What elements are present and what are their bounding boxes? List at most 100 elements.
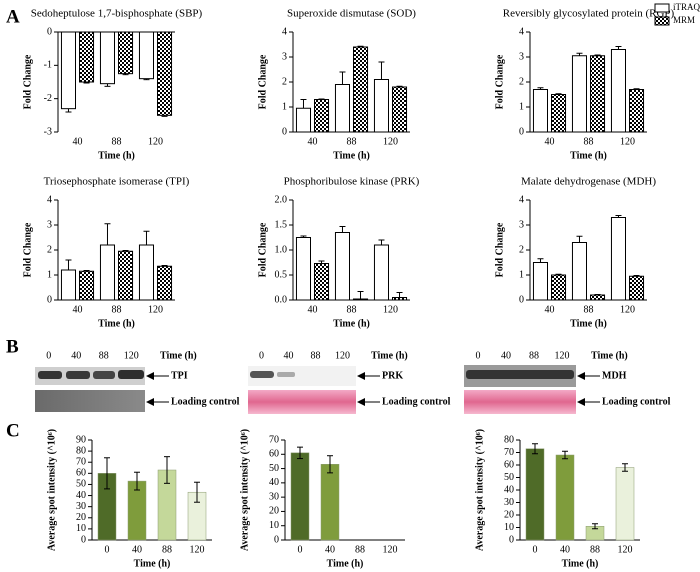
y-axis-label: Average spot intensity (^10⁶): [46, 429, 57, 551]
x-tick-label: 0: [105, 544, 110, 555]
bar: [615, 467, 635, 541]
chart-title: Phosphoribulose kinase (PRK): [284, 176, 420, 188]
x-tick-label: 40: [132, 544, 142, 555]
legend-label: MRM: [673, 15, 695, 25]
y-tick-label: 0: [509, 534, 514, 545]
legend-label: iTRAQ: [673, 2, 700, 12]
x-tick-label: 40: [73, 304, 83, 315]
bar: [392, 86, 408, 133]
bar: [60, 31, 76, 110]
bar: [392, 297, 408, 301]
bar: [629, 275, 645, 301]
y-tick-label: 3: [519, 219, 524, 230]
x-tick-label: 88: [584, 136, 594, 147]
bar: [571, 55, 588, 133]
lane-label: 88: [311, 350, 321, 361]
x-tick-label: 0: [298, 544, 303, 555]
y-tick-label: 60: [269, 449, 279, 460]
x-tick-label: 88: [590, 544, 600, 555]
x-tick-label: 40: [545, 136, 555, 147]
y-tick-label: 30: [504, 497, 514, 508]
y-tick-label: 50: [76, 479, 86, 490]
bar: [138, 31, 155, 80]
y-tick-label: 4: [47, 194, 52, 205]
y-tick-label: 0: [519, 126, 524, 137]
y-tick-label: 2: [519, 244, 524, 255]
chart-title: Reversibly glycosylated protein (RGP): [503, 8, 675, 20]
bar: [629, 89, 645, 133]
bar: [99, 31, 115, 85]
y-tick-label: 0: [47, 294, 52, 305]
lane-label: 120: [555, 350, 570, 361]
panel-label: C: [6, 420, 20, 441]
bar: [353, 298, 369, 301]
lane-label: 40: [501, 350, 511, 361]
lane-label: 0: [259, 350, 264, 361]
y-tick-label: 1: [282, 101, 287, 112]
bar: [551, 94, 567, 133]
bar: [79, 31, 95, 83]
y-tick-label: 20: [504, 509, 514, 520]
x-tick-label: 120: [620, 136, 635, 147]
x-axis-label: Time (h): [327, 558, 364, 569]
x-axis-label: Time (h): [570, 318, 607, 329]
x-tick-label: 88: [162, 544, 172, 555]
legend-swatch: [654, 16, 670, 26]
x-tick-label: 88: [112, 136, 122, 147]
x-tick-label: 40: [73, 136, 83, 147]
x-axis-label: Time (h): [98, 318, 135, 329]
x-tick-label: 88: [347, 304, 357, 315]
y-tick-label: 10: [76, 523, 86, 534]
lane-label: 0: [476, 350, 481, 361]
x-tick-label: 88: [112, 304, 122, 315]
y-axis-label: Fold Change: [257, 222, 268, 277]
bar: [334, 232, 350, 301]
y-tick-label: 30: [76, 501, 86, 512]
y-tick-label: 3: [519, 51, 524, 62]
panel-label: B: [6, 336, 19, 357]
lane-label: 120: [124, 350, 139, 361]
y-tick-label: 1.5: [275, 219, 288, 230]
y-axis-label: Fold Change: [22, 222, 33, 277]
legend-swatch: [654, 3, 670, 13]
time-label: Time (h): [591, 350, 628, 361]
x-tick-label: 88: [347, 136, 357, 147]
bar: [373, 244, 389, 301]
loading-label: Loading control: [602, 396, 671, 407]
protein-label: PRK: [382, 370, 403, 381]
x-tick-label: 40: [545, 304, 555, 315]
bar: [320, 464, 340, 541]
y-axis-label: Fold Change: [494, 222, 505, 277]
y-tick-label: 80: [76, 445, 86, 456]
bar: [118, 250, 134, 301]
y-tick-label: 0.0: [275, 294, 288, 305]
y-tick-label: 90: [76, 434, 86, 445]
protein-label: TPI: [171, 370, 188, 381]
y-tick-label: 50: [504, 472, 514, 483]
bar: [314, 263, 330, 301]
bar: [79, 270, 95, 301]
y-tick-label: 20: [269, 506, 279, 517]
lane-label: 40: [71, 350, 81, 361]
bar: [532, 262, 549, 301]
bar: [60, 269, 76, 301]
x-tick-label: 120: [383, 304, 398, 315]
y-tick-label: 40: [269, 477, 279, 488]
y-tick-label: 40: [504, 484, 514, 495]
y-tick-label: 40: [76, 490, 86, 501]
loading-label: Loading control: [382, 396, 451, 407]
y-axis-label: Average spot intensity (^10⁶): [239, 429, 250, 551]
bar: [157, 31, 173, 116]
bar: [571, 242, 588, 301]
y-tick-label: 1: [519, 101, 524, 112]
x-axis-label: Time (h): [562, 558, 599, 569]
protein-label: MDH: [602, 370, 627, 381]
bar: [555, 454, 575, 541]
y-axis-label: Fold Change: [494, 54, 505, 109]
y-tick-label: 1.0: [275, 244, 288, 255]
y-tick-label: 50: [269, 463, 279, 474]
y-tick-label: 10: [269, 520, 279, 531]
x-axis-label: Time (h): [333, 150, 370, 161]
chart-title: Sedoheptulose 1,7-bisphosphate (SBP): [31, 8, 203, 20]
y-tick-label: 60: [76, 468, 86, 479]
